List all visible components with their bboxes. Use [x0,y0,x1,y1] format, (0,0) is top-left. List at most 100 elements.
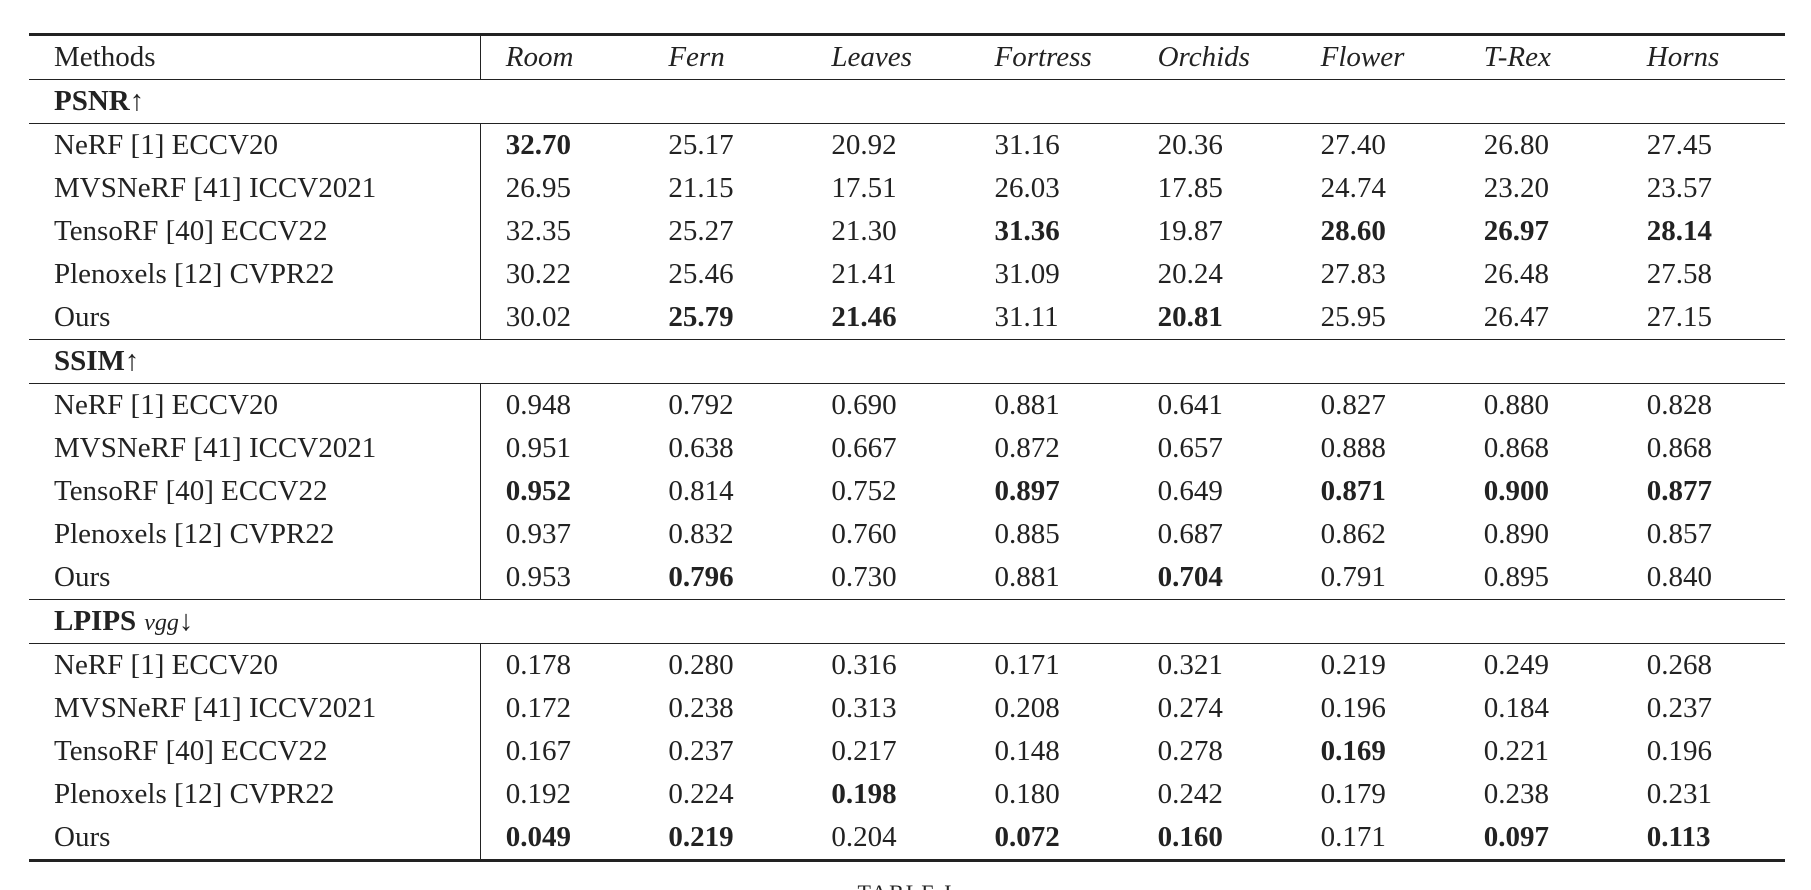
section-label: PSNR↑ [54,85,145,117]
method-cell: MVSNeRF [41] ICCV2021 [29,167,481,210]
value-cell: 32.70 [505,129,571,161]
value-cell: 0.900 [1483,475,1549,507]
value-cell: 0.814 [668,475,734,507]
value-cell: 0.641 [1157,389,1223,421]
value-cell: 0.180 [994,778,1060,810]
value-cell: 0.172 [505,692,571,724]
data-row: Ours 0.049 0.219 0.204 0.072 0.160 0.171 0.097 0… [29,816,1785,861]
method-cell: Plenoxels [12] CVPR22 [29,773,481,816]
value-cell: 31.16 [994,129,1060,161]
value-cell: 0.948 [505,389,571,421]
value-cell: 0.895 [1483,561,1549,593]
header-row: Methods Room Fern Leaves Fortress Orchids Flow… [29,34,1785,80]
value-cell: 0.872 [994,432,1060,464]
value-cell: 0.237 [1646,692,1713,724]
value-cell: 0.171 [994,649,1060,681]
value-cell: 20.92 [831,129,897,161]
value-cell: 0.796 [668,561,734,593]
value-cell: 25.17 [668,129,734,161]
section-label-suffix: ↓ [178,605,194,637]
value-cell: 20.81 [1157,301,1223,333]
header-cell: Fortress [969,34,1133,80]
data-row: TensoRF [40] ECCV22 0.952 0.814 0.752 0.897 0… [29,470,1785,513]
value-cell: 0.219 [1320,649,1386,681]
header-cell: Leaves [806,34,970,80]
section-row: PSNR↑ [29,79,1785,124]
value-cell: 0.885 [994,518,1060,550]
section-label: SSIM↑ [54,345,140,377]
value-cell: 0.049 [505,821,571,853]
value-cell: 21.41 [831,258,897,290]
header-cell: Flower [1295,34,1459,80]
value-cell: 0.237 [668,735,734,767]
header-cell: T-Rex [1458,34,1622,80]
value-cell: 0.791 [1320,561,1386,593]
value-cell: 26.95 [505,172,571,204]
value-cell: 0.862 [1320,518,1386,550]
value-cell: 0.192 [505,778,571,810]
data-row: Ours 0.953 0.796 0.730 0.881 0.704 0.791 0.895 0… [29,556,1785,600]
value-cell: 0.278 [1157,735,1223,767]
value-cell: 0.221 [1483,735,1549,767]
header-cell: Horns [1621,34,1785,80]
value-cell: 27.45 [1646,129,1713,161]
value-cell: 0.321 [1157,649,1223,681]
method-cell: Plenoxels [12] CVPR22 [29,513,481,556]
value-cell: 0.951 [505,432,571,464]
value-cell: 0.881 [994,389,1060,421]
section-label-cell: SSIM↑ [29,339,1785,384]
method-cell: NeRF [1] ECCV20 [29,383,481,427]
value-cell: 0.868 [1646,432,1713,464]
method-cell: MVSNeRF [41] ICCV2021 [29,687,481,730]
section-label-sub: vgg [144,610,179,636]
method-cell: TensoRF [40] ECCV22 [29,730,481,773]
value-cell: 21.15 [668,172,734,204]
value-cell: 0.238 [668,692,734,724]
method-cell: Ours [29,556,481,600]
value-cell: 27.83 [1320,258,1386,290]
value-cell: 0.897 [994,475,1060,507]
method-cell: TensoRF [40] ECCV22 [29,210,481,253]
value-cell: 21.30 [831,215,897,247]
value-cell: 0.208 [994,692,1060,724]
value-cell: 0.704 [1157,561,1223,593]
method-cell: Ours [29,296,481,340]
value-cell: 0.217 [831,735,897,767]
value-cell: 0.072 [994,821,1060,853]
header-cell: Methods [29,34,481,80]
header-cell: Orchids [1132,34,1296,80]
value-cell: 0.690 [831,389,897,421]
value-cell: 0.268 [1646,649,1713,681]
data-row: MVSNeRF [41] ICCV2021 0.172 0.238 0.313 0.20… [29,687,1785,730]
value-cell: 0.953 [505,561,571,593]
value-cell: 0.657 [1157,432,1223,464]
value-cell: 21.46 [831,301,897,333]
value-cell: 0.877 [1646,475,1713,507]
value-cell: 26.48 [1483,258,1549,290]
value-cell: 0.198 [831,778,897,810]
data-row: Plenoxels [12] CVPR22 0.937 0.832 0.760 0.88… [29,513,1785,556]
method-cell: Ours [29,816,481,861]
value-cell: 24.74 [1320,172,1386,204]
value-cell: 0.649 [1157,475,1223,507]
value-cell: 23.57 [1646,172,1713,204]
value-cell: 20.24 [1157,258,1223,290]
value-cell: 0.857 [1646,518,1713,550]
value-cell: 0.760 [831,518,897,550]
section-label-cell: LPIPS vgg↓ [29,599,1785,644]
value-cell: 27.15 [1646,301,1713,333]
results-table: Methods Room Fern Leaves Fortress Orchids Flow… [29,33,1785,862]
value-cell: 23.20 [1483,172,1549,204]
data-row: MVSNeRF [41] ICCV2021 0.951 0.638 0.667 0.87… [29,427,1785,470]
value-cell: 0.667 [831,432,897,464]
value-cell: 0.752 [831,475,897,507]
value-cell: 0.881 [994,561,1060,593]
method-cell: TensoRF [40] ECCV22 [29,470,481,513]
value-cell: 0.178 [505,649,571,681]
value-cell: 0.890 [1483,518,1549,550]
method-cell: Plenoxels [12] CVPR22 [29,253,481,296]
value-cell: 0.871 [1320,475,1386,507]
value-cell: 28.60 [1320,215,1386,247]
value-cell: 0.880 [1483,389,1549,421]
